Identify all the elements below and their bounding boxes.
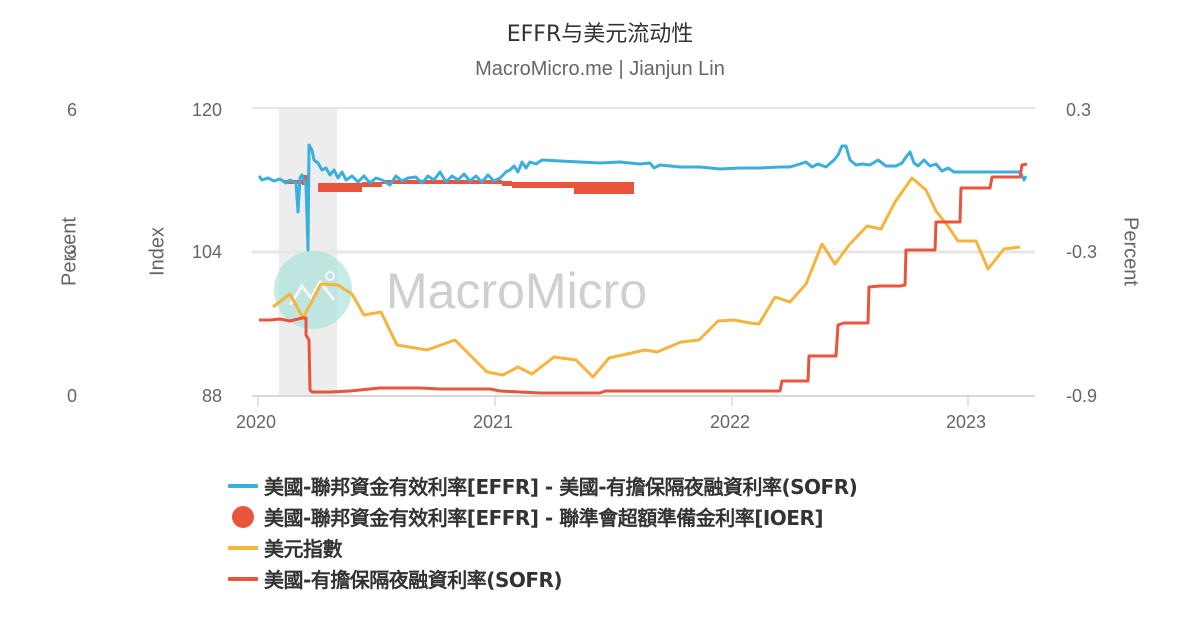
left-inner-tick: 120 [191,100,222,120]
watermark [274,251,352,329]
legend-item-effr-ioer[interactable]: 美國-聯邦資金有效利率[EFFR] - 聯準會超額準備金利率[IOER] [228,501,857,532]
chart-title: EFFR与美元流动性 [506,22,694,47]
legend-item-sofr[interactable]: 美國-有擔保隔夜融資利率(SOFR) [228,563,857,594]
legend-label: 美國-有擔保隔夜融資利率(SOFR) [264,568,563,592]
legend-item-effr-sofr[interactable]: 美國-聯邦資金有效利率[EFFR] - 美國-有擔保隔夜融資利率(SOFR) [228,470,858,501]
line-icon [228,545,258,550]
watermark-logo-icon [274,251,352,329]
series-effr-sofr [257,143,1028,252]
right-tick: -0.3 [1066,242,1098,262]
right-tick: -0.9 [1066,386,1098,406]
left-outer-tick: 0 [67,386,78,406]
legend-label: 美國-聯邦資金有效利率[EFFR] - 聯準會超額準備金利率[IOER] [264,506,823,530]
legend-symbol [228,576,264,581]
left-outer-tick: 3 [67,242,78,262]
legend-symbol [228,483,264,488]
left-inner-tick: 104 [191,242,222,262]
x-tick: 2022 [710,412,751,432]
dot-icon [232,505,254,528]
legend-symbol [228,505,264,528]
watermark-text: MacroMicro [386,263,647,319]
legend-label: 美國-聯邦資金有效利率[EFFR] - 美國-有擔保隔夜融資利率(SOFR) [264,475,858,499]
legend-label: 美元指數 [264,537,343,561]
right-tick: 0.3 [1066,100,1092,120]
x-tick: 2023 [946,412,987,432]
x-tick: 2021 [473,412,514,432]
x-tick: 2020 [236,412,277,432]
series-sofr [259,162,1028,395]
chart-subtitle: MacroMicro.me | Jianjun Lin [475,58,725,80]
watermark-mountain-icon [288,279,336,306]
legend: 美國-聯邦資金有效利率[EFFR] - 美國-有擔保隔夜融資利率(SOFR) 美… [228,470,858,594]
left-inner-tick: 88 [201,386,222,406]
legend-symbol [228,545,264,550]
series-dxy [272,176,1021,379]
watermark-sun-icon [325,271,335,281]
line-icon [228,576,258,581]
left-outer-tick: 6 [67,100,78,120]
legend-item-dxy[interactable]: 美元指數 [228,532,857,563]
line-icon [228,483,258,488]
